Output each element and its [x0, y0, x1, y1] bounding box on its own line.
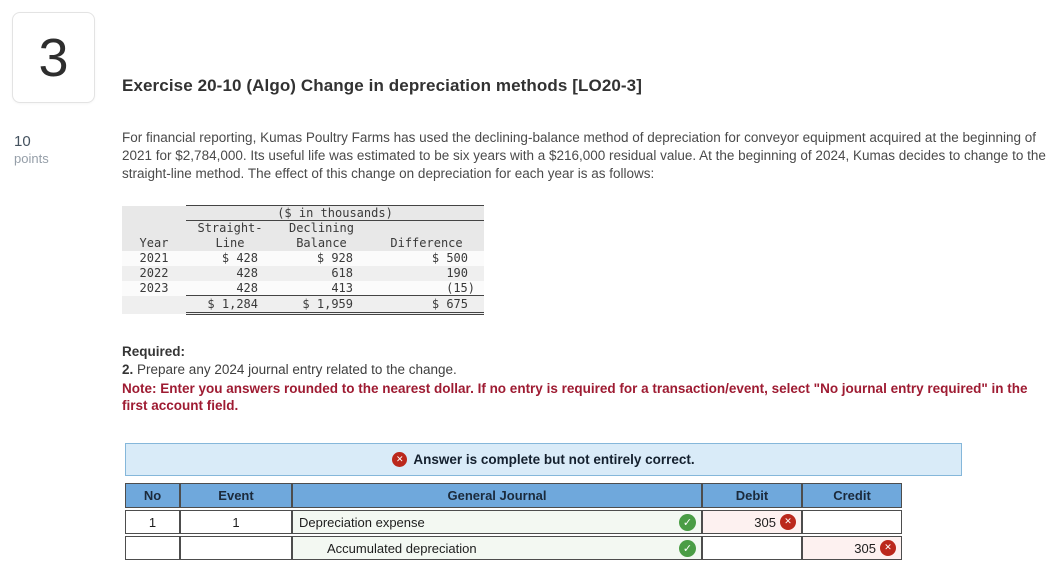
required-item-number: 2.	[122, 362, 134, 377]
header-general-journal: General Journal	[292, 483, 702, 508]
table-row: 2021 $ 428 $ 928 $ 500	[122, 250, 484, 266]
table-header-row-1: Straight- Declining	[122, 220, 484, 236]
difference-cell: $ 500	[431, 251, 468, 265]
exercise-title: Exercise 20-10 (Algo) Change in deprecia…	[122, 76, 643, 95]
entry-no: 1	[125, 510, 180, 534]
header-debit: Debit	[702, 483, 802, 508]
debit-value: 305	[754, 514, 776, 530]
problem-text: For financial reporting, Kumas Poultry F…	[122, 130, 1046, 181]
correct-icon: ✓	[679, 539, 696, 557]
total-declining-balance: $ 1,959	[274, 295, 369, 315]
question-number: 3	[38, 27, 69, 88]
header-declining-2: Balance	[296, 236, 347, 250]
general-journal-table: No Event General Journal Debit Credit 1 …	[125, 481, 902, 562]
table-caption: ($ in thousands)	[186, 205, 484, 221]
page: 3 10 points Exercise 20-10 (Algo) Change…	[0, 0, 1050, 562]
header-straight-line-1: Straight-	[197, 221, 263, 236]
straight-line-cell: 428	[236, 266, 258, 280]
header-declining-1: Declining	[288, 221, 355, 236]
points-value: 10	[14, 133, 31, 150]
account-field[interactable]: Depreciation expense ✓	[292, 510, 702, 534]
credit-value: 305	[854, 540, 876, 556]
error-icon: ✕	[392, 452, 408, 467]
journal-header-row: No Event General Journal Debit Credit	[125, 483, 902, 508]
header-credit: Credit	[802, 483, 902, 508]
header-difference: Difference	[390, 236, 463, 250]
incorrect-icon: ✕	[880, 540, 896, 556]
year-cell: 2022	[139, 266, 169, 280]
straight-line-cell: 428	[186, 280, 274, 296]
header-event: Event	[180, 483, 292, 508]
account-name: Depreciation expense	[299, 514, 425, 530]
required-section: Required: 2. Prepare any 2024 journal en…	[122, 344, 1050, 414]
required-label: Required:	[122, 344, 186, 359]
year-cell: 2021	[139, 251, 169, 265]
entry-event: 1	[180, 510, 292, 534]
credit-field[interactable]	[802, 510, 902, 534]
required-item: 2. Prepare any 2024 journal entry relate…	[122, 362, 1050, 378]
header-no: No	[125, 483, 180, 508]
points-block: 10 points	[12, 133, 122, 166]
difference-cell: 190	[446, 266, 468, 280]
instruction-note: Note: Enter you answers rounded to the n…	[122, 381, 1028, 413]
main-content: Exercise 20-10 (Algo) Change in deprecia…	[122, 0, 1050, 562]
question-number-card: 3	[12, 12, 95, 103]
required-item-text: Prepare any 2024 journal entry related t…	[137, 362, 457, 377]
header-year: Year	[139, 236, 169, 250]
table-row: 2022 428 618 190	[122, 265, 484, 281]
account-name: Accumulated depreciation	[327, 540, 477, 556]
total-straight-line: $ 1,284	[186, 295, 274, 315]
declining-balance-cell: 618	[331, 266, 353, 280]
question-sidebar: 3 10 points	[0, 0, 122, 562]
answer-status-banner: ✕ Answer is complete but not entirely co…	[125, 443, 962, 476]
journal-entry-row: Accumulated depreciation ✓ 305 ✕	[125, 536, 902, 560]
difference-cell: (15)	[369, 280, 484, 296]
account-field[interactable]: Accumulated depreciation ✓	[292, 536, 702, 560]
incorrect-icon: ✕	[780, 514, 796, 530]
credit-field[interactable]: 305 ✕	[802, 536, 902, 560]
depreciation-schedule-table: ($ in thousands) Straight- Declining Yea…	[122, 205, 484, 315]
straight-line-cell: $ 428	[221, 251, 258, 265]
entry-no	[125, 536, 180, 560]
entry-event	[180, 536, 292, 560]
total-difference: $ 675	[369, 295, 484, 315]
declining-balance-cell: $ 928	[316, 251, 353, 265]
debit-field[interactable]: 305 ✕	[702, 510, 802, 534]
table-totals-row: $ 1,284 $ 1,959 $ 675	[122, 295, 484, 315]
answer-status-text: Answer is complete but not entirely corr…	[413, 452, 695, 467]
year-cell: 2023	[139, 281, 169, 295]
table-caption-row: ($ in thousands)	[122, 205, 484, 221]
correct-icon: ✓	[679, 513, 696, 531]
table-row: 2023 428 413 (15)	[122, 280, 484, 296]
declining-balance-cell: 413	[274, 280, 369, 296]
header-straight-line-2: Line	[215, 236, 245, 250]
points-label: points	[14, 151, 49, 166]
journal-entry-row: 1 1 Depreciation expense ✓ 305 ✕	[125, 510, 902, 534]
table-header-row-2: Year Line Balance Difference	[122, 235, 484, 251]
debit-field[interactable]	[702, 536, 802, 560]
